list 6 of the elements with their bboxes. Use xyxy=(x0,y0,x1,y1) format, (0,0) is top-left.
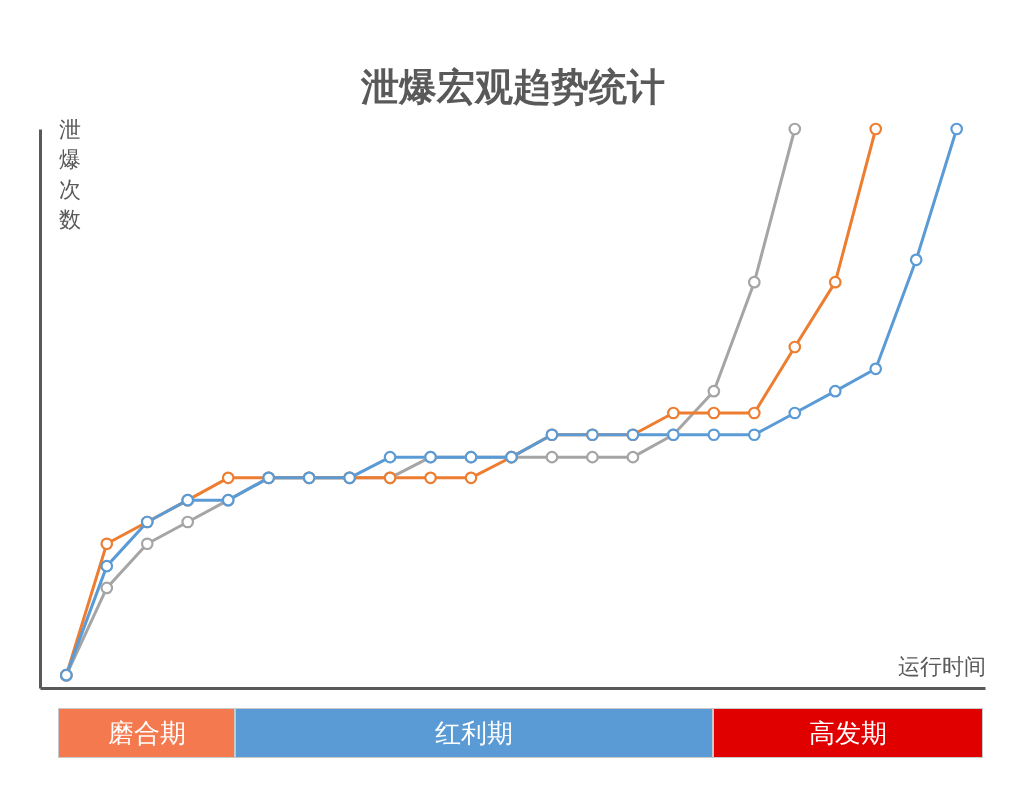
category-label: 磨合期 xyxy=(58,708,235,758)
category-label: 红利期 xyxy=(235,708,713,758)
y-axis-title: 泄爆次数 xyxy=(58,116,81,232)
category-label: 高发期 xyxy=(713,708,983,758)
x-axis-title: 运行时间 xyxy=(897,653,986,679)
chart-title: 泄爆宏观趋势统计 xyxy=(359,65,665,109)
